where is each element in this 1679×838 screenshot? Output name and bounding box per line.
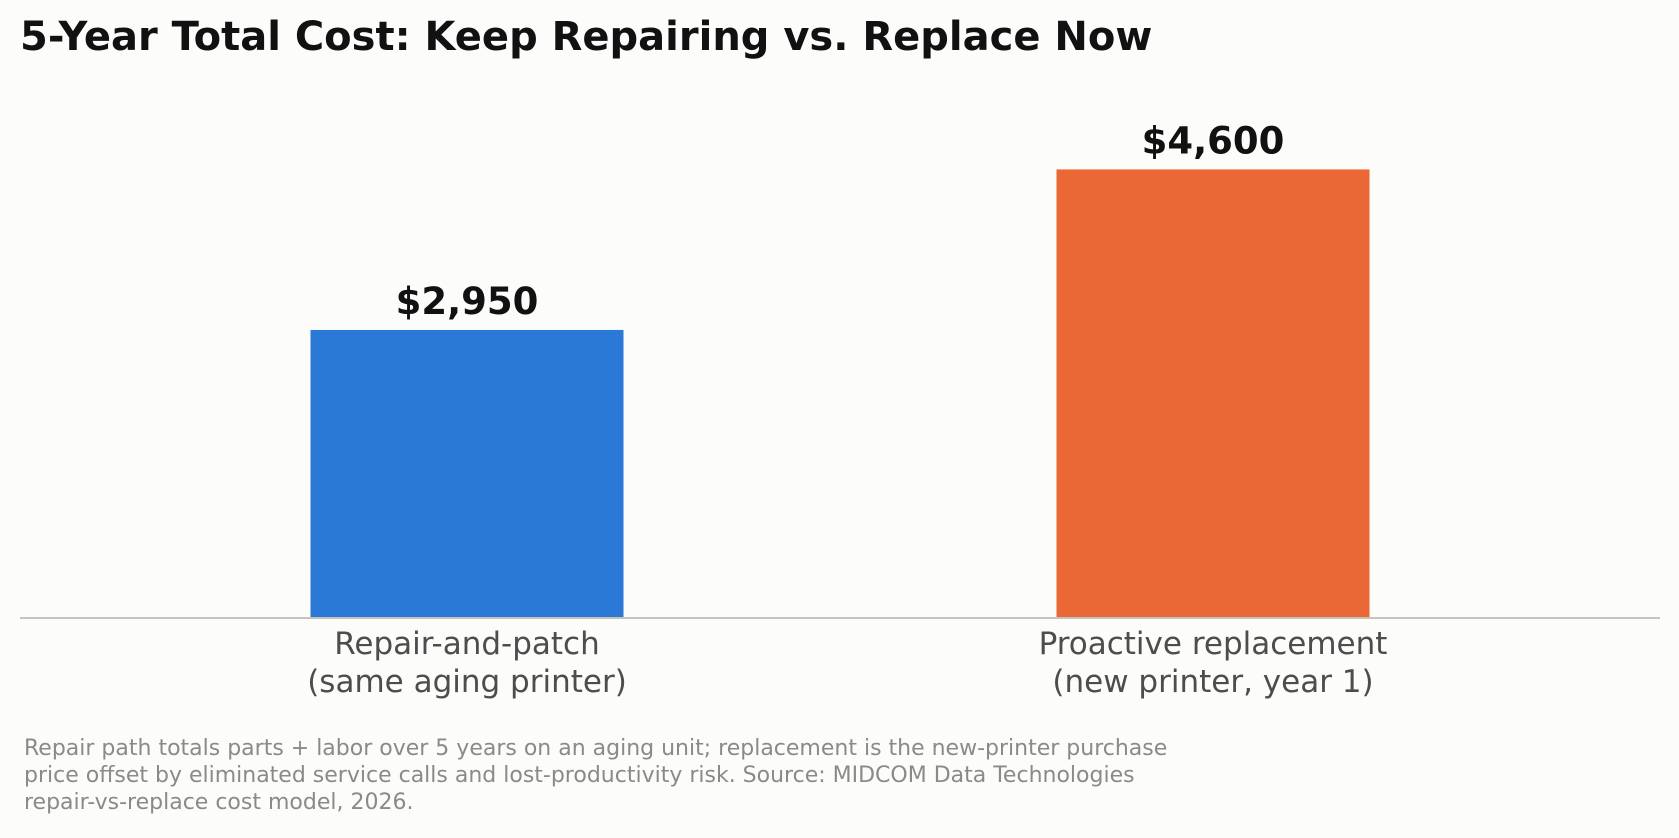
- bar-1: [1056, 169, 1370, 618]
- footnote: Repair path totals parts + labor over 5 …: [24, 736, 1168, 815]
- value-label-1: $4,600: [1142, 119, 1285, 162]
- category-label-1-line-1: (new printer, year 1): [1052, 664, 1373, 700]
- chart-title: 5-Year Total Cost: Keep Repairing vs. Re…: [20, 14, 1153, 60]
- value-label-0: $2,950: [396, 280, 539, 323]
- labels-layer: $2,950 Repair-and-patch(same aging printe…: [307, 119, 1387, 700]
- category-label-0-line-0: Repair-and-patch: [334, 626, 599, 662]
- category-label-1-line-0: Proactive replacement: [1039, 626, 1388, 662]
- category-label-0-line-1: (same aging printer): [307, 664, 627, 700]
- bar-0: [310, 329, 624, 617]
- bars-layer: [310, 169, 1370, 618]
